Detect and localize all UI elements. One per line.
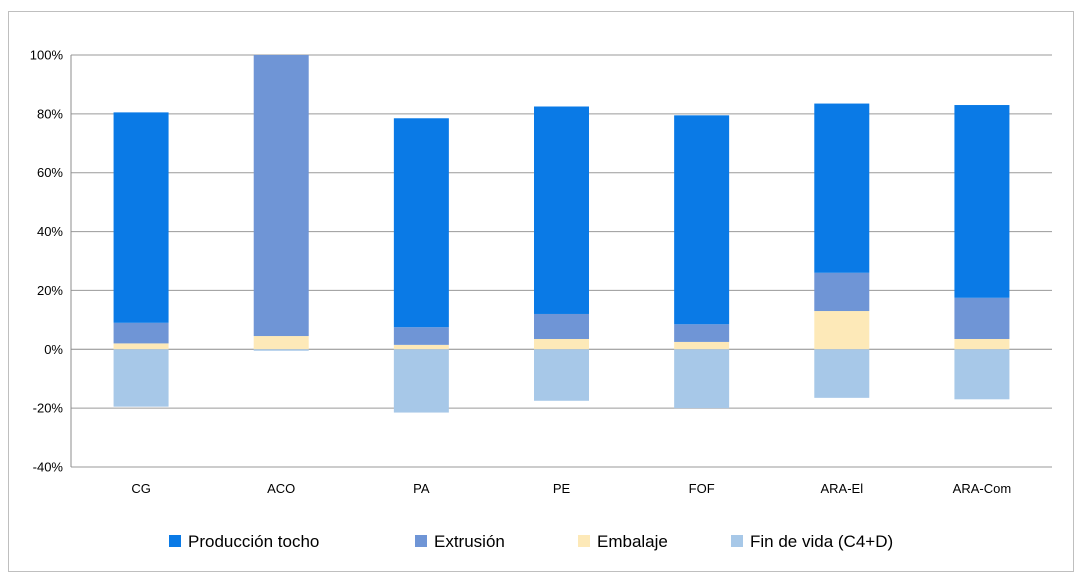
bar-segment [534, 338, 589, 350]
y-tick-label: 100% [30, 48, 64, 63]
bar-segment [954, 105, 1010, 298]
bar-segment [393, 327, 449, 345]
y-tick-label: 20% [37, 283, 63, 298]
bar-segment [814, 103, 870, 273]
bars [113, 55, 1010, 413]
legend-swatch [169, 535, 181, 547]
bar-segment [534, 313, 589, 339]
y-axis: 100% 80% 60% 40% 20% 0% -20% -40% [30, 48, 72, 475]
legend-swatch [731, 535, 743, 547]
y-tick-label: -40% [33, 460, 64, 475]
bar-segment [113, 322, 169, 344]
bar-segment [674, 349, 730, 409]
x-tick-label: ACO [267, 481, 295, 496]
x-tick-label: ARA-El [820, 481, 863, 496]
y-tick-label: 40% [37, 224, 63, 239]
bar-segment [954, 297, 1010, 339]
legend-label: Producción tocho [188, 532, 319, 551]
x-tick-label: PA [413, 481, 430, 496]
legend: Producción tocho Extrusión Embalaje Fin de … [169, 532, 893, 551]
legend-label: Fin de vida (C4+D) [750, 532, 893, 551]
bar-segment [113, 349, 169, 407]
y-tick-label: 0% [44, 342, 63, 357]
bar-segment [674, 341, 730, 350]
bar-segment [393, 118, 449, 328]
x-tick-label: PE [553, 481, 571, 496]
bar-segment [534, 106, 589, 314]
y-tick-label: -20% [33, 401, 64, 416]
bar-segment [253, 336, 309, 350]
bar-segment [534, 349, 589, 401]
legend-swatch [415, 535, 427, 547]
bar-segment [954, 338, 1010, 350]
x-tick-label: CG [131, 481, 151, 496]
bar-segment [814, 311, 870, 350]
x-axis: CG ACO PA PE FOF ARA-El ARA-Com [131, 481, 1011, 496]
bar-segment [814, 272, 870, 312]
bar-segment [674, 115, 730, 325]
bar-segment [674, 324, 730, 342]
x-tick-label: ARA-Com [953, 481, 1012, 496]
chart-frame: 100% 80% 60% 40% 20% 0% -20% -40% CG ACO PA PE FOF A… [8, 11, 1074, 572]
legend-label: Embalaje [597, 532, 668, 551]
bar-segment [113, 112, 169, 323]
y-tick-label: 60% [37, 165, 63, 180]
bar-segment [393, 349, 449, 413]
bar-segment [393, 344, 449, 350]
stacked-bar-chart: 100% 80% 60% 40% 20% 0% -20% -40% CG ACO PA PE FOF A… [30, 48, 1052, 551]
bar-segment [253, 55, 309, 337]
legend-label: Extrusión [434, 532, 505, 551]
y-tick-label: 80% [37, 106, 63, 121]
bar-segment [253, 349, 309, 351]
bar-segment [113, 343, 169, 350]
legend-swatch [578, 535, 590, 547]
x-tick-label: FOF [689, 481, 715, 496]
bar-segment [814, 349, 870, 398]
bar-segment [954, 349, 1010, 400]
